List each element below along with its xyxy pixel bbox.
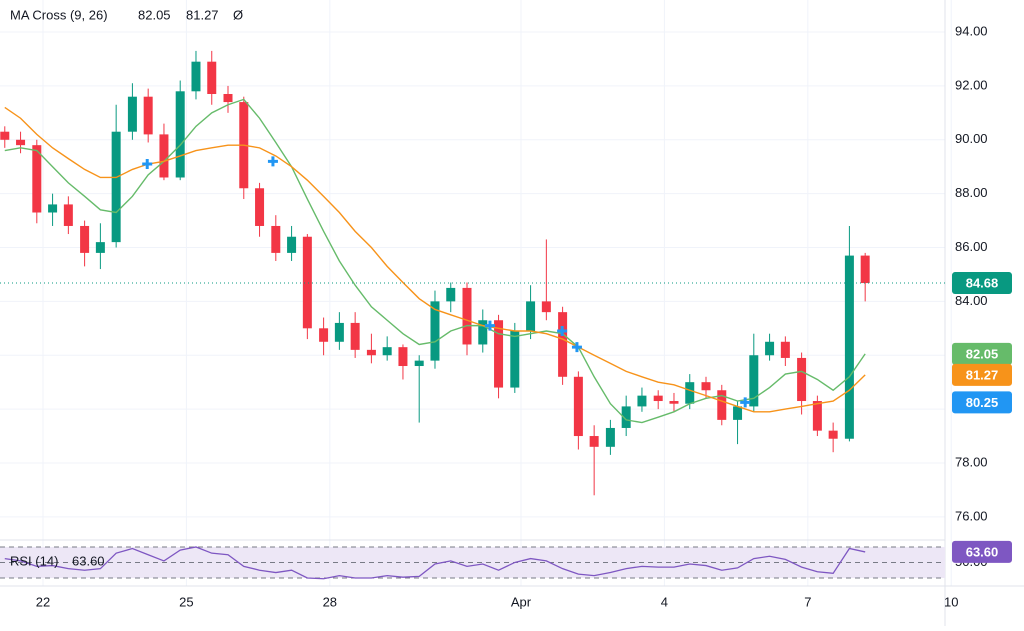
candle-body [287,236,297,253]
candle-body [366,349,376,356]
candle-body [271,225,281,253]
rsi-value: 63.60 [72,553,105,568]
candle-body [828,430,838,439]
candle-body [573,376,583,437]
candle-body [255,188,265,226]
x-tick-label: 4 [661,594,668,609]
grid [0,0,952,586]
moving-average [4,98,866,424]
candle-body [717,390,727,420]
x-tick-label: Apr [511,594,532,609]
candle-body [701,382,711,391]
candle-body [63,204,73,226]
price-tag [952,391,1012,414]
candle-body [669,401,679,404]
candle-body [812,401,822,431]
candle-body [478,320,488,345]
candle-body [605,427,615,447]
candle-body [446,287,456,302]
y-tick-label: 88.00 [955,185,988,200]
y-tick-label: 90.00 [955,131,988,146]
y-tick-label: 86.00 [955,239,988,254]
candle-body [685,382,695,404]
candle-body [302,236,312,329]
candle-body [207,61,217,94]
candle-body [526,301,536,332]
y-tick-label: 92.00 [955,77,988,92]
candle-body [16,139,26,146]
candle-body [95,242,105,253]
candle-body [621,406,631,428]
price-tag-label: 63.60 [966,544,999,559]
candle-body [541,301,551,313]
candle-body [32,145,42,213]
candle-body [765,341,775,356]
cross-marker [557,326,568,337]
candle-body [844,255,854,439]
price-tag-label: 82.05 [966,346,999,361]
candle-body [350,322,360,350]
y-tick-label: 84.00 [955,293,988,308]
candle-body [334,322,344,342]
cross-marker [142,159,153,170]
candle-body [0,131,10,140]
candle-body [398,347,408,367]
y-tick-label: 76.00 [955,508,988,523]
price-tag [952,363,1012,386]
ma-fast-value: 82.05 [138,7,171,22]
price-tag [952,342,1012,365]
candle-body [382,347,392,356]
candle-body [159,134,169,178]
ma-slow-value: 81.27 [186,7,219,22]
candle-body [780,341,790,358]
x-tick-label: 10 [944,594,958,609]
candle-body [175,91,185,178]
candle-body [430,301,440,361]
candle-body [80,225,90,253]
x-tick-label: 22 [36,594,50,609]
candle-body [462,287,472,345]
candle-body [494,320,504,388]
price-tag-label: 84.68 [966,275,999,290]
candle-body [589,436,599,447]
candle-body [860,255,870,284]
candle-body [653,395,663,402]
plot [0,50,945,580]
price-tag-label: 80.25 [966,395,999,410]
cross-marker [571,342,582,353]
cross-marker [484,320,495,331]
cross-marker [267,156,278,167]
candle-body [637,395,647,407]
indicator-title: MA Cross (9, 26) [10,7,108,22]
x-tick-label: 25 [179,594,193,609]
candle-body [749,355,759,407]
rsi-title: RSI (14) [10,553,58,568]
candle-body [319,328,329,342]
price-tag-label: 81.27 [966,367,999,382]
candle-body [797,357,807,402]
y-tick-label: 78.00 [955,454,988,469]
y-tick-label: 94.00 [955,23,988,38]
candle-body [510,331,520,388]
candle-body [223,93,233,103]
x-tick-label: 7 [804,594,811,609]
labels: 76.0078.0080.0082.0084.0086.0088.0090.00… [36,23,1012,609]
candle-body [127,96,137,132]
candle-body [111,131,121,243]
cross-marker [740,397,751,408]
candle-body [558,312,568,377]
candle-body [191,61,201,92]
price-tag [952,540,1012,563]
rsi-line [4,546,866,580]
price-tag [952,272,1012,295]
candle-body [48,204,58,213]
indicator-symbol: Ø [233,7,243,22]
candle-body [143,96,153,135]
candle-body [733,406,743,420]
candle-body [414,360,424,367]
x-tick-label: 28 [323,594,337,609]
